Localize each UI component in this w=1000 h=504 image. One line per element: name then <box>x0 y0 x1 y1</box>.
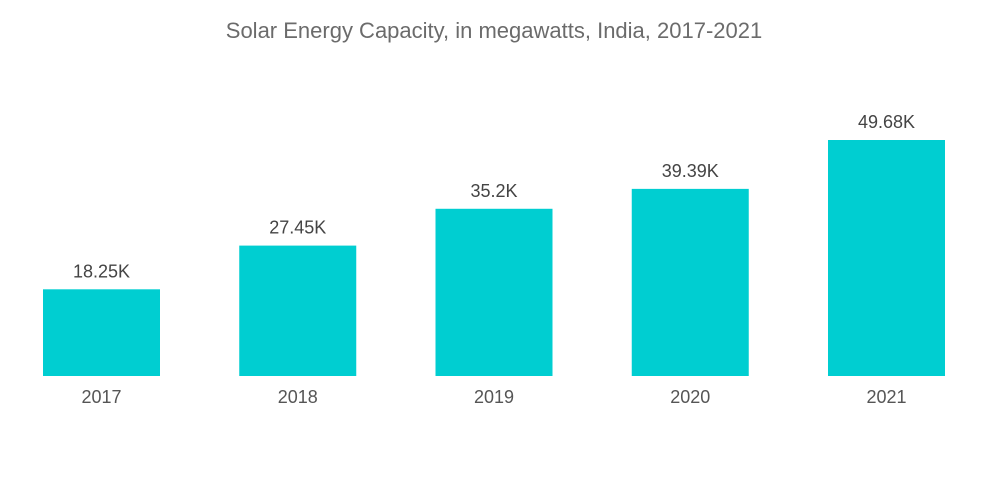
x-tick-2018: 2018 <box>278 387 318 407</box>
bar-2020 <box>631 188 749 376</box>
data-label-2017: 18.25K <box>73 261 130 281</box>
bar-2019 <box>435 208 553 376</box>
x-tick-2017: 2017 <box>81 387 121 407</box>
chart-title: Solar Energy Capacity, in megawatts, Ind… <box>226 18 762 43</box>
data-label-2021: 49.68K <box>858 112 915 132</box>
bars-group: 18.25K 2017 27.45K 2018 35.2K 2019 39.39K 2020 4… <box>43 112 945 407</box>
bar-2021 <box>828 140 945 376</box>
data-label-2018: 27.45K <box>269 218 326 238</box>
x-tick-2020: 2020 <box>670 387 710 407</box>
bar-2018 <box>239 245 357 376</box>
x-tick-2019: 2019 <box>474 387 514 407</box>
data-label-2019: 35.2K <box>470 181 517 201</box>
x-tick-2021: 2021 <box>866 387 906 407</box>
data-label-2020: 39.39K <box>662 161 719 181</box>
bar-2017 <box>43 289 160 376</box>
